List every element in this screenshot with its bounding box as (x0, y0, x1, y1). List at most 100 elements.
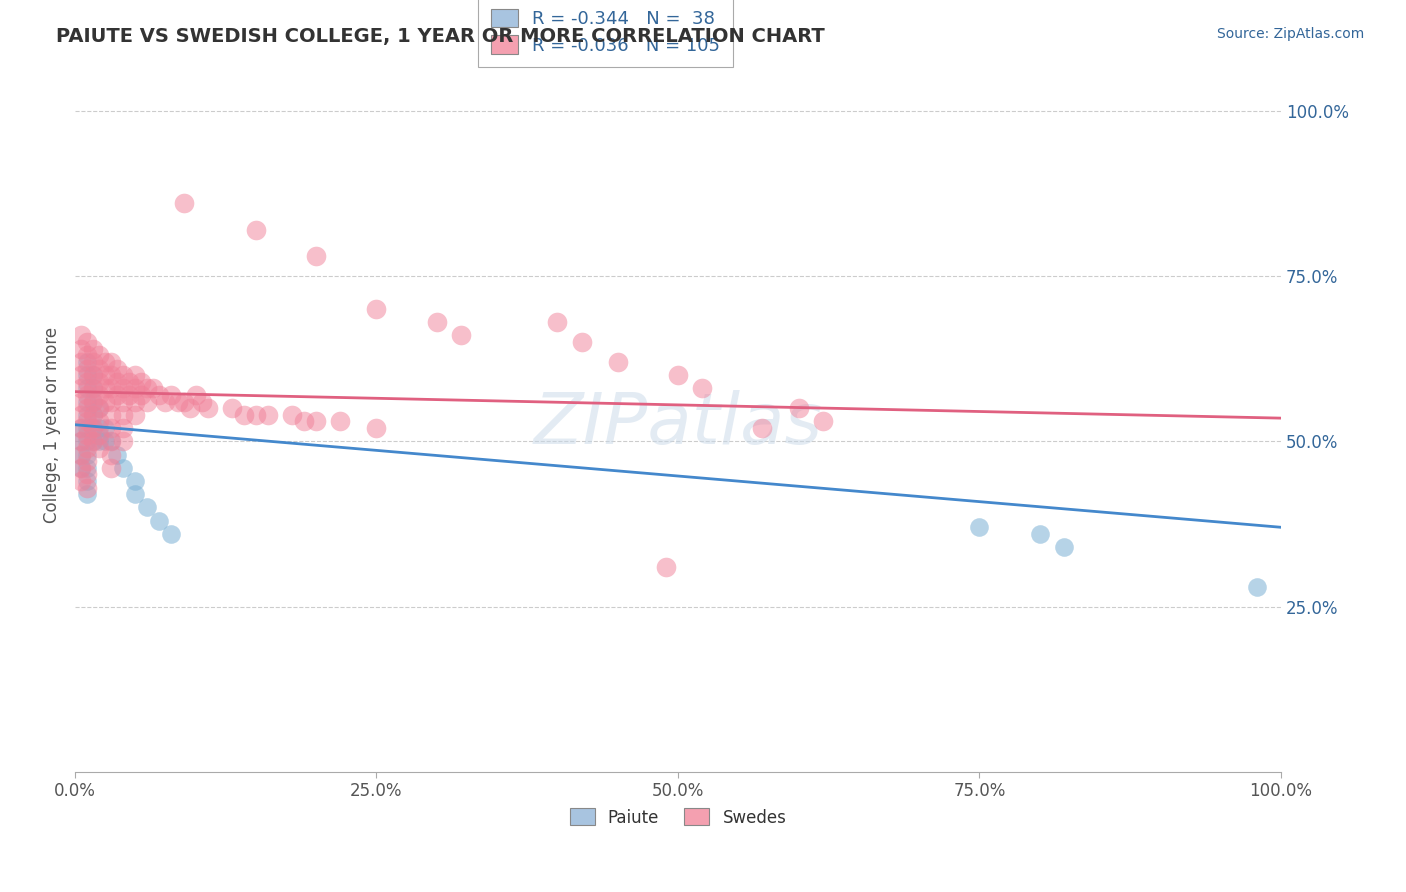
Point (89, 441, 111, 455)
Point (281, 408, 304, 422)
Point (112, 368, 135, 383)
Point (76, 441, 98, 455)
Point (70, 421, 93, 435)
Point (76, 460, 98, 475)
Point (112, 394, 135, 409)
Point (82, 381, 104, 395)
Point (142, 381, 165, 395)
Point (100, 381, 122, 395)
Point (221, 401, 243, 416)
Text: ZIPatlas: ZIPatlas (533, 390, 823, 459)
Point (666, 368, 689, 383)
Point (76, 388, 98, 402)
Point (546, 315, 568, 329)
Point (70, 434, 93, 449)
Point (70, 408, 93, 422)
Point (124, 381, 146, 395)
Point (82, 434, 104, 449)
Point (76, 414, 98, 428)
Point (76, 434, 98, 449)
Point (366, 421, 388, 435)
Point (89, 375, 111, 389)
Point (166, 394, 188, 409)
Point (70, 460, 93, 475)
Point (245, 408, 267, 422)
Point (82, 368, 104, 383)
Point (82, 355, 104, 369)
Point (100, 434, 122, 449)
Point (112, 408, 135, 422)
Point (100, 448, 122, 462)
Point (94, 381, 117, 395)
Point (257, 408, 280, 422)
Point (89, 361, 111, 376)
Point (89, 401, 111, 416)
Point (82, 394, 104, 409)
Point (89, 427, 111, 442)
Point (76, 334, 98, 349)
Point (70, 474, 93, 488)
Point (76, 448, 98, 462)
Point (131, 388, 153, 402)
Point (124, 487, 146, 501)
Point (450, 328, 472, 343)
Text: PAIUTE VS SWEDISH COLLEGE, 1 YEAR OR MORE CORRELATION CHART: PAIUTE VS SWEDISH COLLEGE, 1 YEAR OR MOR… (56, 27, 825, 45)
Point (76, 381, 98, 395)
Point (76, 368, 98, 383)
Point (190, 394, 212, 409)
Point (94, 368, 117, 383)
Point (70, 460, 93, 475)
Point (105, 361, 128, 376)
Point (89, 348, 111, 362)
Point (82, 421, 104, 435)
Point (94, 355, 117, 369)
Point (118, 388, 141, 402)
Point (124, 368, 146, 383)
Point (124, 394, 146, 409)
Point (70, 381, 93, 395)
Point (70, 448, 93, 462)
Point (136, 394, 159, 409)
Point (89, 414, 111, 428)
Point (76, 421, 98, 435)
Point (100, 368, 122, 383)
Point (89, 401, 111, 416)
Point (105, 388, 128, 402)
Point (1053, 540, 1076, 554)
Point (305, 414, 328, 428)
Point (160, 388, 183, 402)
Point (76, 348, 98, 362)
Point (76, 408, 98, 422)
Point (366, 301, 388, 316)
Point (969, 520, 991, 534)
Point (1246, 580, 1268, 594)
Point (131, 375, 153, 389)
Point (94, 421, 117, 435)
Point (690, 381, 713, 395)
Point (112, 381, 135, 395)
Point (82, 408, 104, 422)
Legend: Paiute, Swedes: Paiute, Swedes (562, 802, 793, 833)
Point (148, 388, 170, 402)
Point (751, 421, 773, 435)
Point (70, 394, 93, 409)
Point (100, 355, 122, 369)
Point (76, 375, 98, 389)
Point (82, 421, 104, 435)
Point (89, 434, 111, 449)
Point (292, 414, 315, 428)
Point (1029, 527, 1052, 541)
Point (76, 394, 98, 409)
Point (305, 249, 328, 263)
Point (811, 414, 834, 428)
Point (105, 375, 128, 389)
Point (76, 355, 98, 369)
Point (94, 434, 117, 449)
Point (787, 401, 810, 416)
Point (655, 560, 678, 574)
Point (100, 394, 122, 409)
Point (70, 368, 93, 383)
Point (76, 487, 98, 501)
Point (76, 454, 98, 468)
Point (571, 334, 593, 349)
